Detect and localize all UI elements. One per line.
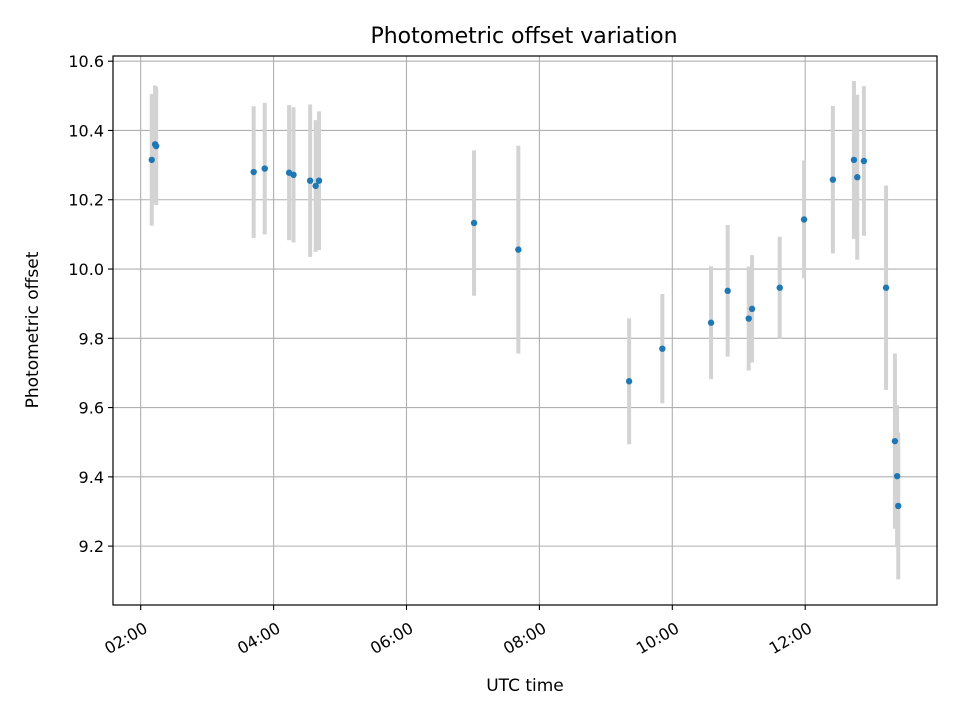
data-point xyxy=(891,437,899,445)
data-point xyxy=(829,176,837,183)
y-tick-label: 10.2 xyxy=(68,191,104,210)
data-point xyxy=(515,246,522,253)
y-tick-label: 9.6 xyxy=(79,399,104,418)
data-point xyxy=(745,315,752,322)
data-point xyxy=(290,171,297,179)
data-point xyxy=(306,177,314,184)
data-point xyxy=(776,284,783,291)
y-axis-label: Photometric offset xyxy=(23,251,43,408)
data-point xyxy=(724,287,731,295)
y-axis: 9.2 9.4 9.6 9.8 10.0 10.2 10.4 10.6 xyxy=(68,52,113,556)
y-tick-label: 10.0 xyxy=(68,260,104,279)
data-points xyxy=(148,141,902,510)
y-tick-label: 9.2 xyxy=(79,537,104,556)
data-point xyxy=(315,177,323,184)
y-tick-label: 9.4 xyxy=(79,468,104,487)
y-tick-label: 10.6 xyxy=(68,52,104,71)
data-point xyxy=(659,345,666,352)
data-point xyxy=(250,168,257,176)
x-axis-label: UTC time xyxy=(486,676,564,696)
data-point xyxy=(312,182,319,190)
data-point xyxy=(148,156,155,164)
chart-title: Photometric offset variation xyxy=(370,24,677,49)
data-point xyxy=(850,156,858,164)
data-point xyxy=(800,216,808,223)
data-point xyxy=(895,502,902,510)
data-point xyxy=(261,165,268,172)
data-point xyxy=(893,472,901,480)
data-point xyxy=(625,378,633,385)
data-point xyxy=(707,319,715,326)
data-point xyxy=(152,142,160,150)
y-tick-label: 10.4 xyxy=(68,121,104,140)
grid xyxy=(113,56,937,605)
data-point xyxy=(860,157,868,165)
y-tick-label: 9.8 xyxy=(79,329,104,348)
plot-frame xyxy=(112,55,938,606)
data-point xyxy=(748,305,756,313)
data-point xyxy=(854,174,861,181)
data-point xyxy=(882,284,890,291)
data-point xyxy=(470,219,478,227)
